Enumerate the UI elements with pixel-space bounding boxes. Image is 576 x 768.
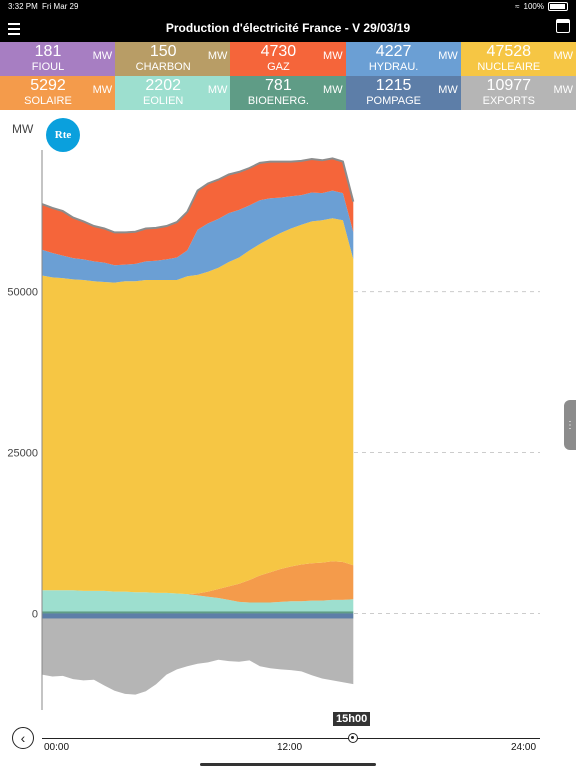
rte-logo: Rte xyxy=(46,118,80,152)
calendar-icon[interactable] xyxy=(556,19,570,33)
page-title: Production d'électricité France - V 29/0… xyxy=(165,21,411,35)
y-tick-label: 0 xyxy=(32,608,38,620)
area-solaire xyxy=(42,561,354,603)
tile-label: BIOENERG. xyxy=(247,95,309,107)
tile-value: 2202 xyxy=(145,77,181,94)
tile-nucleaire[interactable]: 47528 NUCLEAIRE MW xyxy=(460,42,576,76)
side-panel-handle[interactable]: ⋮ xyxy=(564,400,576,450)
tile-value: 5292 xyxy=(30,77,66,94)
y-tick-label: 50000 xyxy=(7,287,38,299)
tile-label: HYDRAU. xyxy=(368,61,419,73)
battery-percent: 100% xyxy=(523,2,544,11)
tile-unit: MW xyxy=(323,50,343,62)
tile-pompage[interactable]: 1215 POMPAGE MW xyxy=(345,76,461,110)
status-date: Fri Mar 29 xyxy=(42,2,79,11)
tile-unit: MW xyxy=(92,50,113,62)
total-outline xyxy=(41,157,355,234)
area-gaz xyxy=(42,158,354,266)
tile-hydrau[interactable]: 4227 HYDRAU. MW xyxy=(345,42,461,76)
production-tiles: 181 FIOUL MW 150 CHARBON MW 4730 GAZ MW … xyxy=(0,42,576,110)
current-time-badge: 15h00 xyxy=(333,712,371,726)
tile-label: GAZ xyxy=(267,61,290,73)
time-label-mid: 12:00 xyxy=(277,742,303,753)
back-arrow-icon[interactable]: ‹ xyxy=(12,727,34,749)
home-indicator xyxy=(200,763,376,766)
time-label-end: 24:00 xyxy=(511,742,537,753)
y-unit-label: MW xyxy=(12,122,34,136)
battery-icon xyxy=(548,2,568,11)
timeline: ‹ 15h00 00:00 12:00 24:00 xyxy=(0,712,576,768)
tile-label: CHARBON xyxy=(135,61,191,73)
tile-bioenerg[interactable]: 781 BIOENERG. MW xyxy=(230,76,346,110)
tile-value: 150 xyxy=(149,43,177,60)
tile-value: 4730 xyxy=(260,43,297,60)
tile-label: FIOUL xyxy=(31,61,65,73)
tile-unit: MW xyxy=(207,50,228,62)
time-slider-track[interactable] xyxy=(42,738,540,739)
area-hydrau xyxy=(42,190,354,283)
production-chart: 0 25000 50000 xyxy=(7,150,540,710)
tile-value: 1215 xyxy=(375,77,412,94)
nav-bar: Production d'électricité France - V 29/0… xyxy=(0,14,576,42)
tile-value: 10977 xyxy=(486,77,532,94)
time-slider-knob[interactable] xyxy=(348,733,358,743)
tile-label: NUCLEAIRE xyxy=(477,61,541,73)
tile-label: POMPAGE xyxy=(366,95,421,107)
area-pompage xyxy=(42,613,354,619)
tile-value: 47528 xyxy=(486,43,532,60)
tile-unit: MW xyxy=(553,84,573,96)
tile-gaz[interactable]: 4730 GAZ MW xyxy=(230,42,346,76)
tile-unit: MW xyxy=(553,50,573,62)
tile-value: 4227 xyxy=(375,43,412,60)
time-label-start: 00:00 xyxy=(44,742,70,753)
tile-unit: MW xyxy=(438,50,458,62)
tile-unit: MW xyxy=(438,84,458,96)
tile-eolien[interactable]: 2202 EOLIEN MW xyxy=(115,76,231,110)
tile-unit: MW xyxy=(207,84,228,96)
tile-unit: MW xyxy=(92,84,113,96)
tile-solaire[interactable]: 5292 SOLAIRE MW xyxy=(0,76,116,110)
tile-fioul[interactable]: 181 FIOUL MW xyxy=(0,42,116,76)
tile-charbon[interactable]: 150 CHARBON MW xyxy=(115,42,231,76)
tile-label: SOLAIRE xyxy=(24,95,72,107)
y-tick-label: 25000 xyxy=(7,448,38,460)
status-right: ≈ 100% xyxy=(515,2,568,11)
tile-unit: MW xyxy=(323,84,343,96)
wifi-icon: ≈ xyxy=(515,2,520,11)
status-time: 3:32 PM xyxy=(8,2,38,11)
status-bar: 3:32 PM Fri Mar 29 ≈ 100% xyxy=(0,0,576,14)
tile-label: EXPORTS xyxy=(482,95,535,107)
menu-icon[interactable] xyxy=(6,20,22,36)
area-exports xyxy=(42,613,354,695)
area-bioenerg xyxy=(42,611,354,614)
tile-value: 181 xyxy=(34,43,62,60)
chart-area: MW Rte 0 25000 50000 xyxy=(0,110,576,720)
tile-exports[interactable]: 10977 EXPORTS MW xyxy=(460,76,576,110)
tile-label: EOLIEN xyxy=(143,95,184,107)
area-eolien xyxy=(42,590,354,614)
area-nucleaire xyxy=(42,218,354,595)
tile-value: 781 xyxy=(265,77,292,94)
